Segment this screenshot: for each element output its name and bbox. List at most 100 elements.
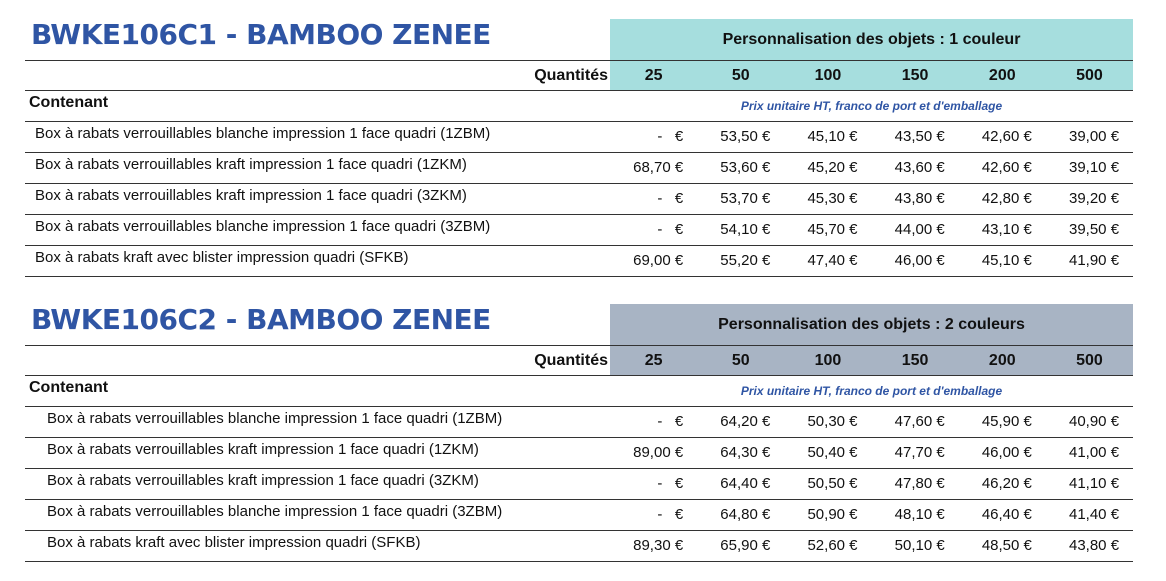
price-cell: 47,40 €	[807, 252, 858, 269]
price-cells: - € 64,40 € 50,50 € 47,80 € 46,20 € 41,1…	[610, 469, 1133, 499]
price-cell: 65,90 €	[720, 537, 771, 554]
price-cell: - €	[657, 221, 684, 238]
quantity-header: 50	[731, 67, 750, 84]
table-row: Box à rabats verrouillables blanche impr…	[25, 407, 1133, 438]
price-cell: 50,30 €	[807, 413, 858, 430]
quantity-header: 25	[644, 352, 663, 369]
price-cell: 41,40 €	[1068, 506, 1120, 523]
quantities-row: Quantités 25 50 100 150 200 500	[25, 60, 1133, 91]
price-cell: - €	[657, 475, 684, 492]
item-label: Box à rabats verrouillables blanche impr…	[47, 410, 503, 427]
item-label: Box à rabats verrouillables blanche impr…	[47, 503, 503, 520]
price-cell: 50,10 €	[894, 537, 945, 554]
quantities-label: Quantités	[534, 67, 608, 84]
item-label: Box à rabats verrouillables kraft impres…	[35, 156, 467, 173]
price-cell: 46,40 €	[981, 506, 1032, 523]
price-cell: 68,70 €	[633, 159, 684, 176]
price-cell: 53,60 €	[720, 159, 771, 176]
price-cells: 89,00 € 64,30 € 50,40 € 47,70 € 46,00 € …	[610, 438, 1133, 468]
price-cells: - € 64,80 € 50,90 € 48,10 € 46,40 € 41,4…	[610, 500, 1133, 530]
table-row: Box à rabats kraft avec blister impressi…	[25, 246, 1133, 277]
price-cells: 68,70 € 53,60 € 45,20 € 43,60 € 42,60 € …	[610, 153, 1133, 183]
section-title: BWKE106C2 - BAMBOO ZENEE	[31, 303, 491, 336]
price-note: Prix unitaire HT, franco de port et d'em…	[740, 384, 1003, 398]
table-row: Box à rabats verrouillables blanche impr…	[25, 122, 1133, 153]
price-cell: 45,10 €	[807, 128, 858, 145]
price-cell: 41,90 €	[1068, 252, 1120, 269]
quantity-header: 150	[901, 67, 929, 84]
table-row: Box à rabats verrouillables blanche impr…	[25, 215, 1133, 246]
price-cell: 48,50 €	[981, 537, 1032, 554]
price-cell: 39,10 €	[1068, 159, 1120, 176]
quantities-cells: 25 50 100 150 200 500	[610, 61, 1133, 90]
price-cell: 47,80 €	[894, 475, 945, 492]
price-cell: 50,50 €	[807, 475, 858, 492]
price-cell: - €	[657, 190, 684, 207]
price-cell: 64,40 €	[720, 475, 771, 492]
price-cell: 53,70 €	[720, 190, 771, 207]
price-cells: - € 53,50 € 45,10 € 43,50 € 42,60 € 39,0…	[610, 122, 1133, 152]
price-cell: 42,60 €	[981, 128, 1032, 145]
price-cell: 64,20 €	[720, 413, 771, 430]
price-cell: 54,10 €	[720, 221, 771, 238]
price-cell: 45,90 €	[981, 413, 1032, 430]
price-cell: 46,00 €	[894, 252, 945, 269]
item-label: Box à rabats verrouillables blanche impr…	[35, 218, 491, 235]
quantities-row: Quantités 25 50 100 150 200 500	[25, 345, 1133, 376]
price-cell: 43,50 €	[894, 128, 945, 145]
price-cells: - € 53,70 € 45,30 € 43,80 € 42,80 € 39,2…	[610, 184, 1133, 214]
price-cell: 64,30 €	[720, 444, 771, 461]
price-cell: 47,60 €	[894, 413, 945, 430]
item-label: Box à rabats verrouillables blanche impr…	[35, 125, 491, 142]
item-label: Box à rabats verrouillables kraft impres…	[47, 472, 479, 489]
price-cells: 89,30 € 65,90 € 52,60 € 50,10 € 48,50 € …	[610, 531, 1133, 561]
price-cell: 55,20 €	[720, 252, 771, 269]
price-cell: 89,00 €	[633, 444, 684, 461]
price-cell: 39,00 €	[1068, 128, 1120, 145]
price-cell: 43,10 €	[981, 221, 1032, 238]
price-cell: 50,40 €	[807, 444, 858, 461]
price-cell: 50,90 €	[807, 506, 858, 523]
price-note: Prix unitaire HT, franco de port et d'em…	[740, 99, 1003, 113]
price-cell: 44,00 €	[894, 221, 945, 238]
price-cell: - €	[657, 413, 684, 430]
price-cell: 39,20 €	[1068, 190, 1120, 207]
price-cell: 53,50 €	[720, 128, 771, 145]
price-cell: 45,10 €	[981, 252, 1032, 269]
price-cell: 46,20 €	[981, 475, 1032, 492]
price-cell: 43,80 €	[1068, 537, 1120, 554]
item-label: Box à rabats verrouillables kraft impres…	[47, 441, 479, 458]
quantities-label: Quantités	[534, 352, 608, 369]
item-label: Box à rabats kraft avec blister impressi…	[47, 534, 421, 551]
table-row: Box à rabats verrouillables kraft impres…	[25, 153, 1133, 184]
price-cell: 46,00 €	[981, 444, 1032, 461]
item-label: Box à rabats verrouillables kraft impres…	[35, 187, 467, 204]
price-cell: 43,60 €	[894, 159, 945, 176]
price-cell: - €	[657, 128, 684, 145]
contenant-row: Contenant Prix unitaire HT, franco de po…	[25, 376, 1133, 407]
price-cell: - €	[657, 506, 684, 523]
price-cell: 42,60 €	[981, 159, 1032, 176]
price-cell: 43,80 €	[894, 190, 945, 207]
price-cell: 41,10 €	[1068, 475, 1120, 492]
quantity-header: 500	[1076, 352, 1103, 369]
price-cell: 40,90 €	[1068, 413, 1120, 430]
quantity-header: 200	[988, 67, 1016, 84]
quantity-header: 100	[814, 67, 842, 84]
price-cell: 45,30 €	[807, 190, 858, 207]
table-row: Box à rabats verrouillables kraft impres…	[25, 184, 1133, 215]
price-cell: 45,20 €	[807, 159, 858, 176]
price-cells: - € 54,10 € 45,70 € 44,00 € 43,10 € 39,5…	[610, 215, 1133, 245]
price-cell: 52,60 €	[807, 537, 858, 554]
quantity-header: 500	[1076, 67, 1103, 84]
section-title: BWKE106C1 - BAMBOO ZENEE	[31, 18, 491, 51]
price-cell: 89,30 €	[633, 537, 684, 554]
price-cell: 48,10 €	[894, 506, 945, 523]
price-cells: - € 64,20 € 50,30 € 47,60 € 45,90 € 40,9…	[610, 407, 1133, 437]
price-cell: 42,80 €	[981, 190, 1032, 207]
contenant-row: Contenant Prix unitaire HT, franco de po…	[25, 91, 1133, 122]
price-cell: 64,80 €	[720, 506, 771, 523]
table-row: Box à rabats verrouillables kraft impres…	[25, 469, 1133, 500]
table-row: Box à rabats verrouillables kraft impres…	[25, 438, 1133, 469]
item-label: Box à rabats kraft avec blister impressi…	[35, 249, 409, 266]
